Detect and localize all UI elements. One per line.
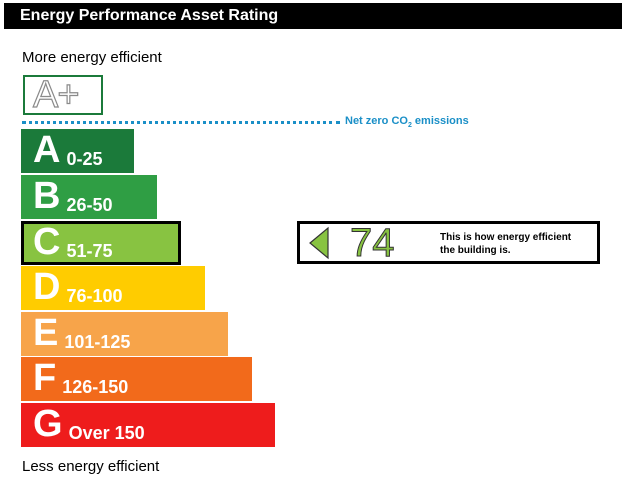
band-letter: B [33,175,61,217]
band-range: 0-25 [66,149,103,169]
current-rating-indicator: 74 This is how energy efficient the buil… [297,221,600,265]
net-zero-text: Net zero CO [345,115,408,127]
band-d: D 76-100 [21,266,205,310]
band-letter: G [33,403,63,445]
current-score: 74 [350,221,395,265]
band-b: B 26-50 [21,175,157,219]
indicator-text-line1: This is how energy efficient [440,232,572,243]
band-letter: E [33,312,59,354]
net-zero-suffix: emissions [411,115,469,127]
band-letter: A [33,129,61,171]
net-zero-dotted-line [22,121,340,124]
band-c: C 51-75 [21,221,181,265]
band-e: E 101-125 [21,312,228,356]
band-range: 76-100 [66,286,123,306]
band-a: A 0-25 [21,129,134,173]
net-zero-subscript: 2 [407,122,412,130]
band-range: Over 150 [68,423,145,443]
band-letter: F [33,357,57,399]
aplus-label: A+ [32,74,80,116]
aplus-band: A+ [23,75,103,115]
more-efficient-label: More energy efficient [22,49,162,66]
band-range: 26-50 [66,195,113,215]
band-range: 126-150 [62,377,129,397]
band-g: G Over 150 [21,403,275,447]
net-zero-label: Net zero CO2 emissions [345,115,469,129]
less-efficient-label: Less energy efficient [22,458,160,475]
band-range: 51-75 [66,241,113,261]
band-letter: C [33,221,61,263]
indicator-description: This is how energy efficient the buildin… [440,231,600,257]
band-range: 101-125 [64,332,131,352]
band-f: F 126-150 [21,357,252,401]
page-title: Energy Performance Asset Rating [4,3,622,29]
indicator-text-line2: the building is. [440,245,511,256]
left-arrow-icon [309,226,329,260]
band-letter: D [33,266,61,308]
